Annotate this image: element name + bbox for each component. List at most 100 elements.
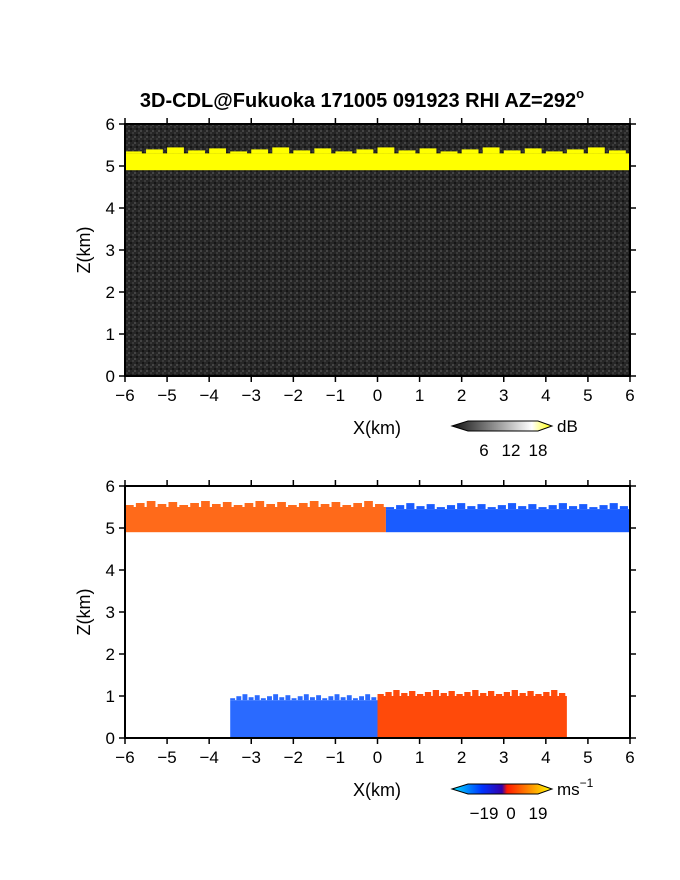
bottom-feature-upper-layer-approaching-edge (364, 501, 373, 507)
top-colorbar-unit: dB (557, 417, 578, 436)
bottom-colorbar: ms−1 −19 0 19 (450, 776, 594, 823)
chart-title-text: 3D-CDL@Fukuoka 171005 091923 RHI AZ=292 (140, 90, 576, 112)
bottom-feature-low-echo-negative-edge (230, 698, 236, 701)
bottom-feature-low-echo-positive-edge (432, 690, 440, 696)
bottom-feature-low-echo-positive-edge (503, 692, 511, 696)
top-axes: −6 −5 −4 −3 −2 −1 0 1 2 3 4 5 6 0 1 2 3 4 5 6 (106, 115, 636, 405)
bottom-feature-low-echo-positive-edge (527, 691, 534, 696)
bottom-feature-upper-layer-receding-edge (568, 506, 578, 510)
bottom-ytick-label: 3 (106, 603, 115, 622)
bottom-feature-upper-layer-approaching-edge (277, 502, 286, 507)
bottom-feature-low-echo-negative-edge (328, 696, 334, 701)
bottom-feature-upper-layer-receding-edge (507, 503, 517, 510)
bottom-xtick-label: 1 (415, 748, 424, 767)
bottom-ylabel: Z(km) (74, 589, 94, 636)
top-feature-yellow-layer-edge (356, 149, 374, 154)
bottom-feature-low-echo-positive-edge (535, 694, 542, 696)
bottom-feature-low-echo-positive-edge (551, 690, 558, 696)
bottom-feature-low-echo-positive-edge (480, 693, 487, 696)
top-ytick-label: 5 (106, 157, 115, 176)
bottom-feature-upper-layer-receding-edge (558, 503, 567, 510)
bottom-feature-low-echo-negative-edge (267, 696, 272, 701)
bottom-feature-low-echo-negative-edge (309, 697, 315, 701)
top-xtick-label: −6 (115, 386, 134, 405)
bottom-feature-upper-layer-receding-edge (477, 504, 486, 510)
bottom-feature-low-echo-positive-edge (377, 694, 384, 696)
bottom-feature-low-echo-positive-edge (448, 691, 455, 696)
bottom-xtick-label: 2 (457, 748, 466, 767)
bottom-feature-low-echo-positive-edge (393, 690, 400, 696)
bottom-feature-upper-layer-receding-edge (528, 504, 537, 510)
top-feature-yellow-layer-edge (482, 147, 500, 154)
top-xtick-label: 2 (457, 386, 466, 405)
bottom-ytick-label: 1 (106, 687, 115, 706)
bottom-feature-upper-layer-approaching-edge (125, 505, 134, 507)
bottom-feature-upper-layer-approaching-edge (222, 502, 232, 507)
top-feature-yellow-layer-edge (587, 147, 605, 154)
bottom-feature-low-echo-positive-edge (440, 693, 447, 696)
bottom-feature-upper-layer-receding-edge (609, 503, 618, 510)
bottom-feature-low-echo-positive-edge (464, 692, 471, 696)
top-ylabel: Z(km) (74, 227, 94, 274)
top-feature-yellow-layer-edge (440, 151, 458, 154)
bottom-ytick-label: 2 (106, 645, 115, 664)
bottom-feature-upper-layer-receding-edge (385, 507, 395, 510)
bottom-xtick-label: 5 (583, 748, 592, 767)
chart-title: 3D-CDL@Fukuoka 171005 091923 RHI AZ=292o (140, 86, 584, 112)
top-colorbar-tick-label: 12 (502, 441, 521, 460)
bottom-feature-low-echo-positive-edge (558, 693, 566, 696)
top-feature-yellow-layer-edge (293, 150, 311, 154)
bottom-xtick-label: 6 (625, 748, 634, 767)
top-feature-yellow-layer-edge (314, 148, 332, 154)
bottom-feature-upper-layer-approaching-edge (146, 501, 156, 507)
bottom-feature-upper-layer-receding-edge (426, 504, 435, 510)
bottom-feature-low-echo-positive-edge (456, 694, 463, 696)
bottom-feature-upper-layer-approaching-edge (157, 504, 167, 507)
bottom-feature-upper-layer-receding-edge (446, 505, 456, 510)
top-feature-near-ground-bright-echo (242, 338, 538, 376)
bottom-feature-low-echo-positive-edge (416, 694, 424, 696)
top-plot-area (125, 124, 630, 376)
top-xtick-label: 0 (373, 386, 382, 405)
bottom-feature-upper-layer-approaching-edge (190, 503, 199, 507)
bottom-feature-upper-layer-receding-edge (416, 506, 425, 510)
bottom-ytick-label: 4 (106, 561, 115, 580)
bottom-feature-upper-layer-receding-edge (436, 507, 445, 510)
top-feature-yellow-layer-edge (545, 151, 563, 154)
bottom-feature-low-echo-negative-edge (322, 698, 328, 701)
bottom-feature-low-echo-positive-edge (409, 691, 416, 696)
bottom-feature-low-echo-negative-edge (236, 696, 242, 701)
bottom-feature-low-echo-negative-edge (346, 695, 352, 701)
bottom-axes: −6 −5 −4 −3 −2 −1 0 1 2 3 4 5 6 0 1 2 3 4 5 6 (106, 477, 636, 767)
bottom-feature-low-echo-negative-edge (297, 696, 303, 701)
top-xtick-label: 4 (541, 386, 550, 405)
top-xtick-label: −5 (157, 386, 176, 405)
bottom-feature-upper-layer-receding-edge (497, 505, 506, 510)
top-xlabel: X(km) (353, 418, 401, 438)
bottom-feature-upper-layer-approaching-edge (309, 501, 319, 507)
bottom-feature-upper-layer-approaching-edge (331, 502, 341, 507)
bottom-feature-low-echo-negative-edge (273, 694, 279, 701)
top-features (125, 147, 630, 376)
bottom-feature-upper-layer-receding-edge (457, 503, 466, 510)
bottom-feature-upper-layer-approaching-edge (168, 502, 178, 507)
top-colorbar: dB 6 12 18 (450, 417, 578, 460)
bottom-xtick-label: −3 (242, 748, 261, 767)
top-feature-yellow-layer-edge (146, 149, 163, 154)
bottom-feature-upper-layer-receding-edge (467, 506, 476, 510)
bottom-feature-low-echo-positive-edge (401, 693, 408, 696)
top-xtick-label: −1 (326, 386, 345, 405)
bottom-colorbar-unit-base: ms (557, 780, 580, 799)
bottom-xtick-label: 4 (541, 748, 550, 767)
bottom-feature-upper-layer-receding-edge (396, 505, 405, 510)
top-colorbar-tick-label: 18 (529, 441, 548, 460)
top-feature-yellow-layer-edge (566, 149, 584, 154)
bottom-xtick-label: −6 (115, 748, 134, 767)
bottom-colorbar-tick-label: 19 (529, 804, 548, 823)
bottom-feature-upper-layer-approaching-edge (353, 503, 362, 507)
top-ytick-label: 2 (106, 283, 115, 302)
bottom-feature-low-echo-positive-edge (385, 692, 392, 696)
top-xtick-label: 6 (625, 386, 634, 405)
